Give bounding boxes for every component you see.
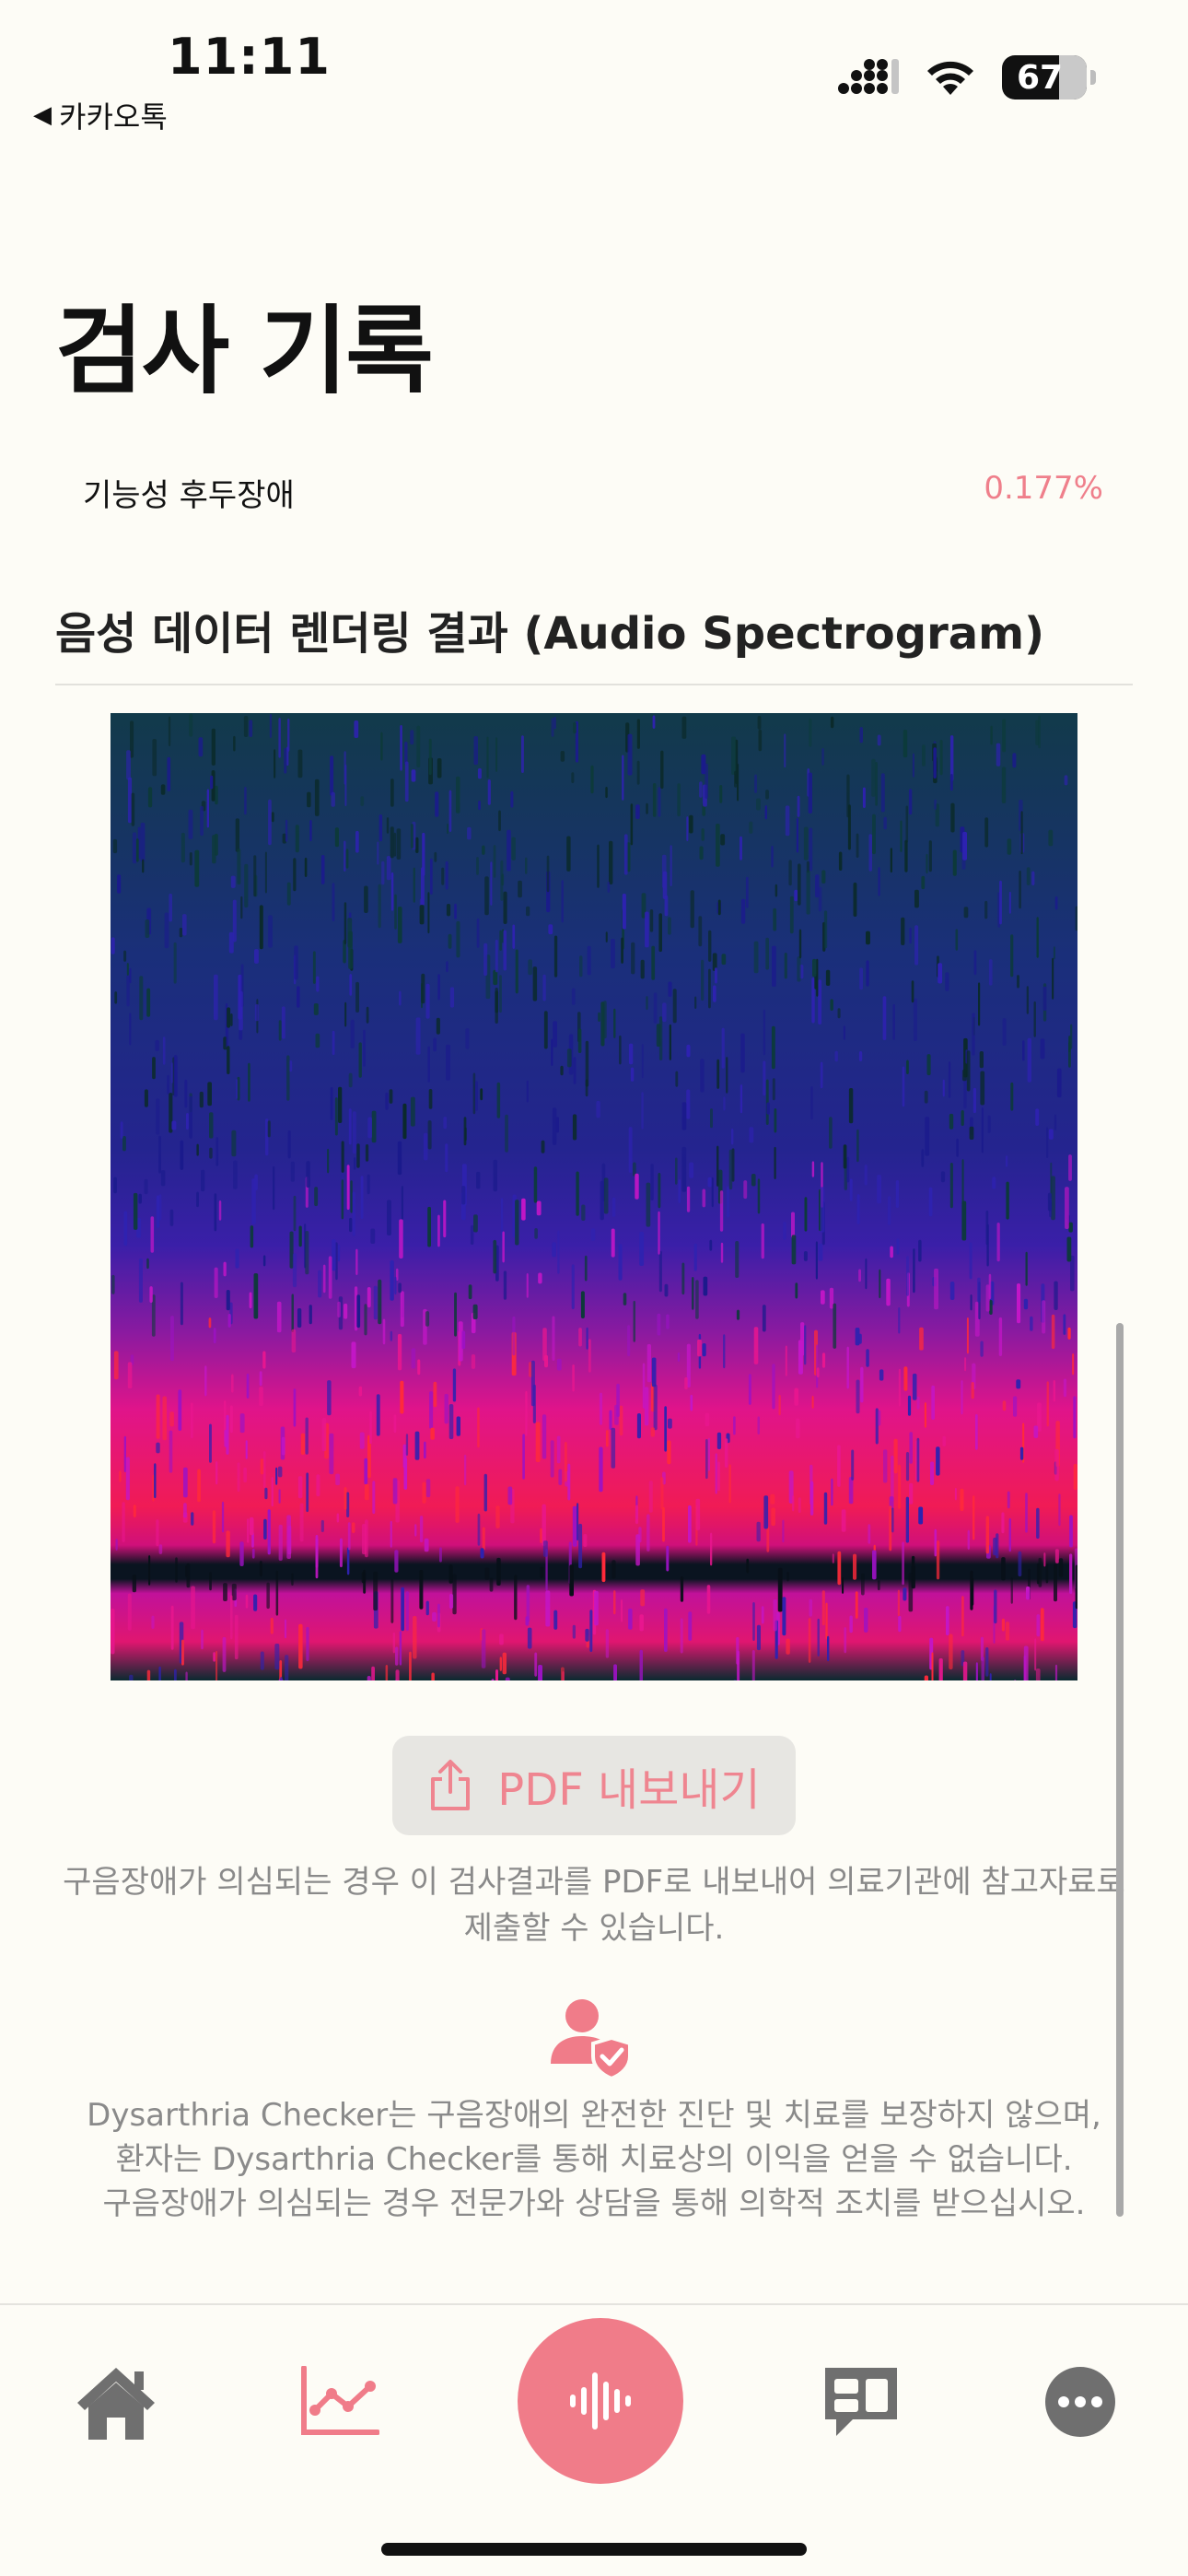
waveform-icon (570, 2372, 631, 2430)
result-label: 기능성 후두장애 (83, 477, 295, 514)
home-indicator (381, 2543, 807, 2556)
chart-icon[interactable] (300, 2366, 379, 2436)
battery-level: 67 (1016, 58, 1064, 97)
status-time: 11:11 (168, 28, 331, 86)
disclaimer-text: Dysarthria Checker는 구음장애의 완전한 진단 및 치료를 보… (55, 2093, 1133, 2226)
wifi-icon (927, 61, 973, 95)
disclaimer-line: 환자는 Dysarthria Checker를 통해 치료상의 이익을 얻을 수… (115, 2141, 1073, 2178)
back-triangle-icon: ◀ (33, 101, 52, 129)
cellular-signal-icon (838, 59, 899, 94)
back-to-app-link[interactable]: ◀ 카카오톡 (33, 94, 168, 136)
status-indicators: 67 (838, 55, 1096, 100)
back-app-label: 카카오톡 (59, 100, 168, 135)
chat-icon[interactable] (821, 2364, 901, 2441)
spectrogram-image (111, 713, 1077, 1680)
pdf-export-button[interactable]: PDF 내보내기 (392, 1736, 796, 1835)
result-value: 0.177% (984, 470, 1103, 507)
home-icon[interactable] (74, 2364, 158, 2441)
page-title: 검사 기록 (55, 295, 434, 407)
share-icon (431, 1760, 471, 1810)
disclaimer-line: Dysarthria Checker는 구음장애의 완전한 진단 및 치료를 보… (87, 2097, 1101, 2134)
battery-indicator: 67 (1002, 55, 1096, 100)
tab-bar (0, 2303, 1188, 2576)
spectrogram-heading: 음성 데이터 렌더링 결과 (Audio Spectrogram) (55, 608, 1045, 660)
scrollbar[interactable] (1116, 1323, 1124, 2217)
section-divider (55, 684, 1133, 685)
more-icon[interactable] (1044, 2366, 1116, 2438)
export-note: 구음장애가 의심되는 경우 이 검사결과를 PDF로 내보내어 의료기관에 참고… (63, 1864, 1125, 1947)
disclaimer-line: 구음장애가 의심되는 경우 전문가와 상담을 통해 의학적 조치를 받으십시오. (102, 2185, 1086, 2222)
result-row: 기능성 후두장애 0.177% (83, 470, 1103, 515)
record-button[interactable] (518, 2318, 683, 2484)
pdf-export-label: PDF 내보내기 (497, 1764, 761, 1816)
user-verified-icon (551, 1999, 632, 2078)
